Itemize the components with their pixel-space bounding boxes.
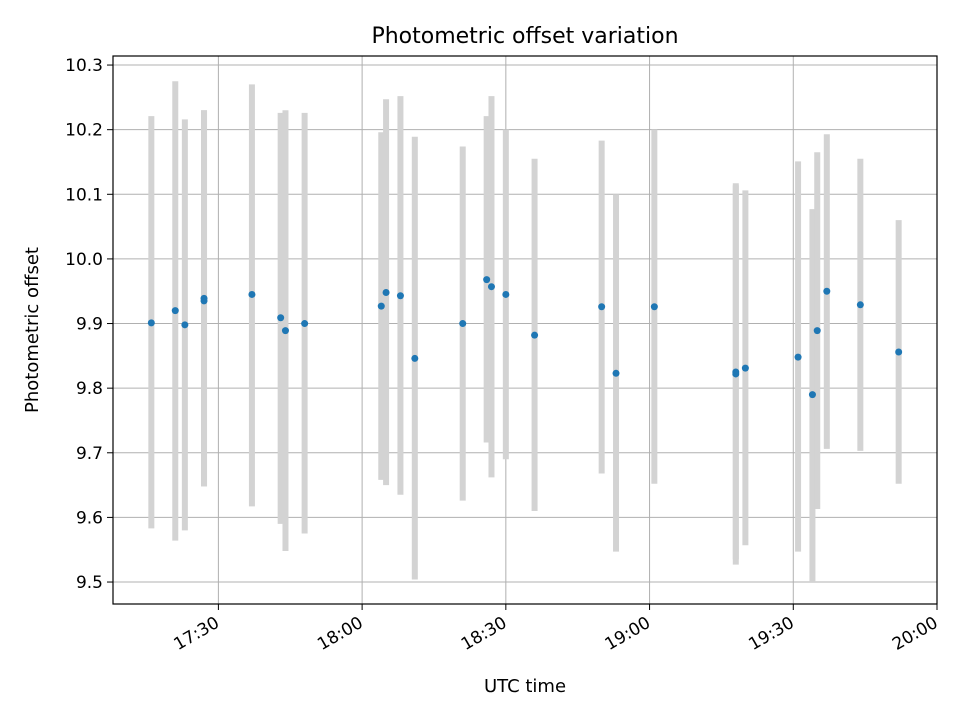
data-point xyxy=(856,301,864,309)
data-point xyxy=(281,327,289,335)
data-point xyxy=(382,289,390,297)
data-point xyxy=(487,283,495,291)
data-point xyxy=(411,354,419,362)
data-point xyxy=(612,369,620,377)
y-axis-label: Photometric offset xyxy=(22,247,43,413)
data-point xyxy=(808,391,816,399)
x-tick-label: 18:30 xyxy=(458,613,510,655)
data-point xyxy=(200,294,208,302)
data-point xyxy=(171,307,179,315)
error-bars xyxy=(148,81,902,583)
x-tick-label: 18:00 xyxy=(314,613,366,655)
data-point xyxy=(650,303,658,311)
y-tick-label: 10.1 xyxy=(65,185,103,205)
x-tick-label: 19:00 xyxy=(602,613,654,655)
x-axis-label: UTC time xyxy=(484,676,566,697)
data-point xyxy=(531,331,539,339)
y-tick-label: 10.0 xyxy=(65,250,103,270)
plot-frame xyxy=(112,55,938,605)
data-point xyxy=(147,319,155,327)
data-point xyxy=(502,290,510,298)
data-point xyxy=(895,348,903,356)
data-points xyxy=(147,276,903,399)
data-point xyxy=(396,292,404,300)
data-point xyxy=(301,320,309,328)
data-point xyxy=(377,302,385,310)
data-point xyxy=(483,276,491,284)
y-tick-label: 10.2 xyxy=(65,121,103,141)
data-point xyxy=(248,290,256,298)
data-point xyxy=(181,321,189,329)
data-point xyxy=(732,370,740,378)
data-point xyxy=(823,287,831,295)
y-tick-label: 9.9 xyxy=(76,315,103,335)
data-point xyxy=(459,320,467,328)
y-tick-label: 9.5 xyxy=(76,573,103,593)
data-point xyxy=(813,327,821,335)
data-point xyxy=(277,314,285,322)
chart-title: Photometric offset variation xyxy=(371,24,678,49)
y-tick-label: 9.7 xyxy=(76,444,103,464)
data-point xyxy=(794,353,802,361)
data-point xyxy=(598,303,606,311)
x-tick-label: 20:00 xyxy=(889,613,941,655)
y-tick-label: 10.3 xyxy=(65,56,103,76)
data-point xyxy=(741,364,749,372)
y-tick-label: 9.8 xyxy=(76,379,103,399)
y-tick-label: 9.6 xyxy=(76,508,103,528)
x-tick-label: 19:30 xyxy=(745,613,797,655)
x-tick-label: 17:30 xyxy=(170,613,222,655)
